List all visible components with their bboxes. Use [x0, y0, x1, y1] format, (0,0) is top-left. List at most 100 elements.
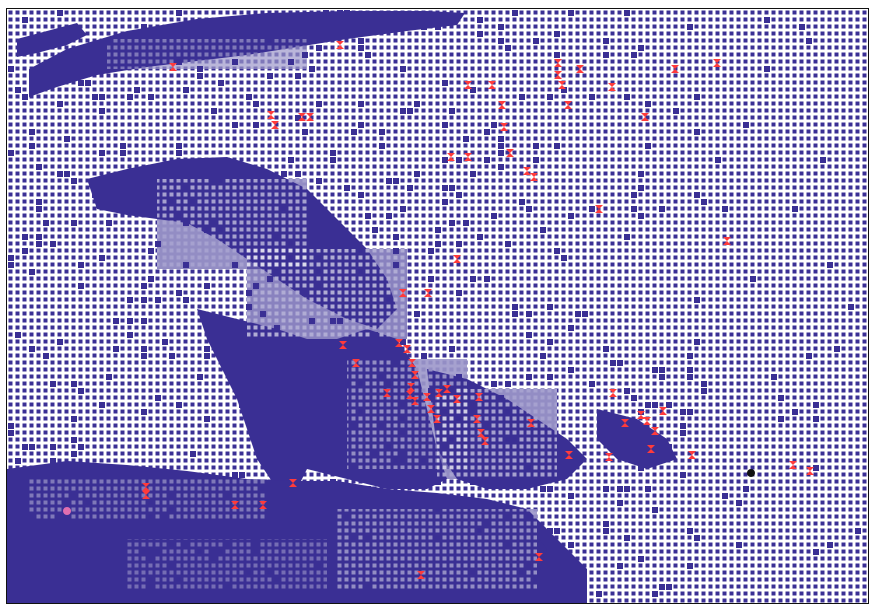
scatter-block	[659, 206, 665, 212]
scatter-block	[680, 430, 686, 436]
scatter-block	[358, 38, 364, 44]
scatter-block	[617, 563, 623, 569]
red-marker	[411, 397, 419, 405]
scatter-block	[155, 241, 161, 247]
scatter-block	[435, 241, 441, 247]
scatter-block	[148, 94, 154, 100]
scatter-block	[694, 535, 700, 541]
scatter-block	[316, 45, 322, 51]
scatter-block	[309, 318, 315, 324]
scatter-block	[512, 311, 518, 317]
scatter-block	[470, 171, 476, 177]
scatter-block	[379, 143, 385, 149]
red-marker	[395, 339, 403, 347]
scatter-block	[645, 402, 651, 408]
scatter-block	[288, 528, 294, 534]
scatter-block	[722, 493, 728, 499]
scatter-block	[498, 395, 504, 401]
scatter-block	[442, 157, 448, 163]
scatter-block	[295, 73, 301, 79]
scatter-block	[421, 353, 427, 359]
scatter-block	[288, 486, 294, 492]
scatter-block	[155, 297, 161, 303]
red-markers	[142, 41, 814, 579]
scatter-block	[57, 171, 63, 177]
scatter-block	[204, 283, 210, 289]
scatter-block	[533, 38, 539, 44]
scatter-block	[470, 570, 476, 576]
scatter-block	[176, 290, 182, 296]
scatter-block	[141, 353, 147, 359]
scattered-blocks	[8, 10, 861, 597]
scatter-block	[610, 360, 616, 366]
scatter-block	[50, 577, 56, 583]
scatter-block	[239, 472, 245, 478]
scatter-block	[498, 38, 504, 44]
scatter-block	[134, 87, 140, 93]
scatter-block	[554, 52, 560, 58]
scatter-block	[792, 206, 798, 212]
scatter-block	[505, 241, 511, 247]
scatter-block	[673, 108, 679, 114]
scatter-block	[631, 206, 637, 212]
scatter-block	[568, 325, 574, 331]
scatter-block	[547, 486, 553, 492]
scatter-block	[400, 451, 406, 457]
scatter-block	[771, 374, 777, 380]
scatter-block	[148, 514, 154, 520]
red-marker	[671, 65, 679, 73]
scatter-block	[148, 577, 154, 583]
scatter-block	[8, 150, 14, 156]
red-marker	[453, 395, 461, 403]
scatter-block	[225, 584, 231, 590]
scatter-block	[687, 409, 693, 415]
scatter-block	[141, 409, 147, 415]
scatter-block	[232, 332, 238, 338]
scatter-block	[169, 353, 175, 359]
scatter-block	[176, 213, 182, 219]
scatter-block	[50, 381, 56, 387]
scatter-block	[365, 486, 371, 492]
scatter-block	[386, 213, 392, 219]
scatter-block	[330, 150, 336, 156]
scatter-block	[568, 213, 574, 219]
scatter-block	[456, 374, 462, 380]
scatter-block	[239, 402, 245, 408]
scatter-block	[288, 157, 294, 163]
scatter-block	[589, 94, 595, 100]
scatter-block	[701, 199, 707, 205]
scatter-block	[400, 206, 406, 212]
scatter-block	[603, 521, 609, 527]
scatter-block	[687, 367, 693, 373]
red-marker	[530, 173, 538, 181]
red-marker	[169, 63, 177, 71]
scatter-block	[85, 563, 91, 569]
scatter-block	[694, 192, 700, 198]
scatter-block	[645, 101, 651, 107]
scatter-block	[568, 10, 574, 16]
scatter-block	[43, 521, 49, 527]
scatter-block	[491, 213, 497, 219]
scatter-block	[183, 542, 189, 548]
scatter-block	[512, 479, 518, 485]
red-marker	[723, 237, 731, 245]
scatter-block	[232, 122, 238, 128]
scatter-block	[64, 171, 70, 177]
scatter-block	[547, 339, 553, 345]
scatter-block	[155, 395, 161, 401]
scatter-block	[617, 360, 623, 366]
scatter-block	[232, 262, 238, 268]
scatter-block	[71, 416, 77, 422]
scatter-block	[750, 276, 756, 282]
scatter-block	[393, 248, 399, 254]
scatter-block	[148, 500, 154, 506]
grid-map-svg	[7, 9, 868, 603]
red-marker	[558, 81, 566, 89]
scatter-block	[197, 549, 203, 555]
scatter-block	[652, 402, 658, 408]
scatter-block	[176, 150, 182, 156]
red-marker	[641, 113, 649, 121]
scatter-block	[533, 157, 539, 163]
scatter-block	[106, 38, 112, 44]
scatter-block	[449, 108, 455, 114]
